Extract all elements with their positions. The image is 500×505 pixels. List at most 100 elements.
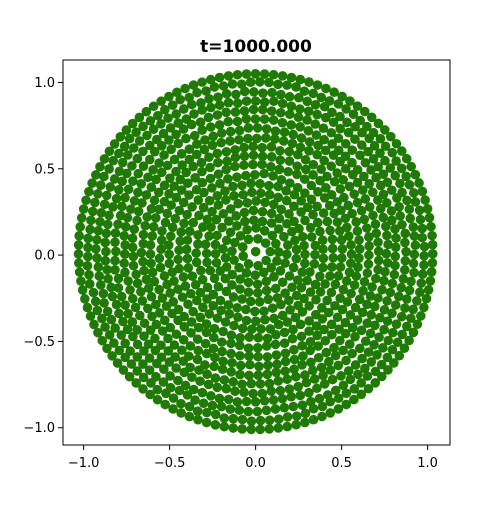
scatter-point bbox=[300, 259, 310, 269]
scatter-point bbox=[299, 241, 309, 251]
scatter-point bbox=[221, 253, 231, 263]
scatter-point bbox=[114, 185, 124, 195]
scatter-point bbox=[166, 231, 176, 241]
scatter-point bbox=[320, 279, 330, 289]
scatter-point bbox=[233, 117, 243, 127]
scatter-point bbox=[99, 172, 109, 182]
scatter-point bbox=[352, 271, 362, 281]
scatter-point bbox=[319, 123, 329, 133]
scatter-point bbox=[238, 190, 248, 200]
scatter-point bbox=[265, 424, 275, 434]
x-tick-label: 0.5 bbox=[331, 456, 352, 471]
scatter-point bbox=[130, 196, 140, 206]
scatter-point bbox=[244, 123, 254, 133]
scatter-point bbox=[171, 109, 181, 119]
scatter-point bbox=[291, 372, 301, 382]
scatter-point bbox=[400, 238, 410, 248]
y-tick-label: 1.0 bbox=[34, 76, 55, 91]
scatter-point bbox=[107, 315, 117, 325]
scatter-point bbox=[391, 242, 401, 252]
scatter-point bbox=[202, 418, 212, 428]
scatter-point bbox=[229, 292, 239, 302]
scatter-point bbox=[206, 122, 216, 132]
scatter-point bbox=[242, 114, 252, 124]
scatter-point bbox=[426, 222, 436, 232]
scatter-point bbox=[377, 285, 387, 295]
scatter-point bbox=[242, 397, 252, 407]
scatter-point bbox=[96, 208, 106, 218]
scatter-point bbox=[300, 216, 310, 226]
scatter-point bbox=[78, 285, 88, 295]
scatter-point bbox=[224, 71, 234, 81]
scatter-point bbox=[274, 376, 284, 386]
scatter-point bbox=[397, 188, 407, 198]
scatter-point bbox=[123, 309, 133, 319]
scatter-point bbox=[108, 292, 118, 302]
scatter-point bbox=[256, 379, 266, 389]
scatter-point bbox=[259, 306, 269, 316]
scatter-point bbox=[337, 253, 347, 263]
scatter-point bbox=[185, 412, 195, 422]
scatter-point bbox=[100, 238, 110, 248]
scatter-point bbox=[295, 104, 305, 114]
scatter-point bbox=[336, 262, 346, 272]
scatter-point bbox=[310, 374, 320, 384]
scatter-point bbox=[129, 224, 139, 234]
scatter-point bbox=[213, 110, 223, 120]
scatter-point bbox=[318, 235, 328, 245]
scatter-point bbox=[274, 320, 284, 330]
scatter-point bbox=[175, 206, 185, 216]
scatter-point bbox=[193, 346, 203, 356]
scatter-point bbox=[74, 240, 84, 250]
scatter-point bbox=[310, 250, 320, 260]
scatter-point bbox=[368, 211, 378, 221]
scatter-point bbox=[354, 235, 364, 245]
scatter-point bbox=[112, 194, 122, 204]
scatter-point bbox=[273, 193, 283, 203]
scatter-point bbox=[310, 119, 320, 129]
scatter-point bbox=[81, 195, 91, 205]
scatter-point bbox=[161, 218, 171, 228]
scatter-point bbox=[93, 262, 103, 272]
scatter-point bbox=[112, 300, 122, 310]
scatter-point bbox=[139, 331, 149, 341]
scatter-point bbox=[428, 240, 438, 250]
scatter-point bbox=[245, 360, 255, 370]
scatter-point bbox=[202, 369, 212, 379]
scatter-point bbox=[120, 300, 130, 310]
scatter-point bbox=[87, 178, 97, 188]
scatter-point bbox=[289, 402, 299, 412]
scatter-point bbox=[295, 122, 305, 132]
scatter-point bbox=[374, 256, 384, 266]
scatter-point bbox=[194, 365, 204, 375]
scatter-point bbox=[242, 96, 252, 106]
scatter-point bbox=[249, 150, 259, 160]
scatter-point bbox=[164, 250, 174, 260]
scatter-point bbox=[302, 115, 312, 125]
scatter-point bbox=[164, 259, 174, 269]
scatter-point bbox=[108, 156, 118, 166]
scatter-point bbox=[288, 139, 298, 149]
scatter-point bbox=[209, 333, 219, 343]
scatter-point bbox=[282, 196, 292, 206]
scatter-point bbox=[295, 391, 305, 401]
scatter-point bbox=[229, 191, 239, 201]
scatter-point bbox=[80, 294, 90, 304]
scatter-point bbox=[371, 274, 381, 284]
scatter-point bbox=[83, 243, 93, 253]
scatter-point bbox=[344, 231, 354, 241]
scatter-point bbox=[391, 300, 401, 310]
scatter-point bbox=[406, 277, 416, 287]
scatter-point bbox=[327, 262, 337, 272]
scatter-point bbox=[237, 379, 247, 389]
scatter-point bbox=[154, 285, 164, 295]
scatter-point bbox=[382, 296, 392, 306]
scatter-point bbox=[285, 271, 295, 281]
scatter-point bbox=[405, 286, 415, 296]
scatter-point bbox=[346, 289, 356, 299]
scatter-point bbox=[99, 298, 109, 308]
scatter-point bbox=[235, 351, 245, 361]
scatter-point bbox=[204, 309, 214, 319]
scatter-point bbox=[419, 303, 429, 313]
scatter-point bbox=[129, 252, 139, 262]
